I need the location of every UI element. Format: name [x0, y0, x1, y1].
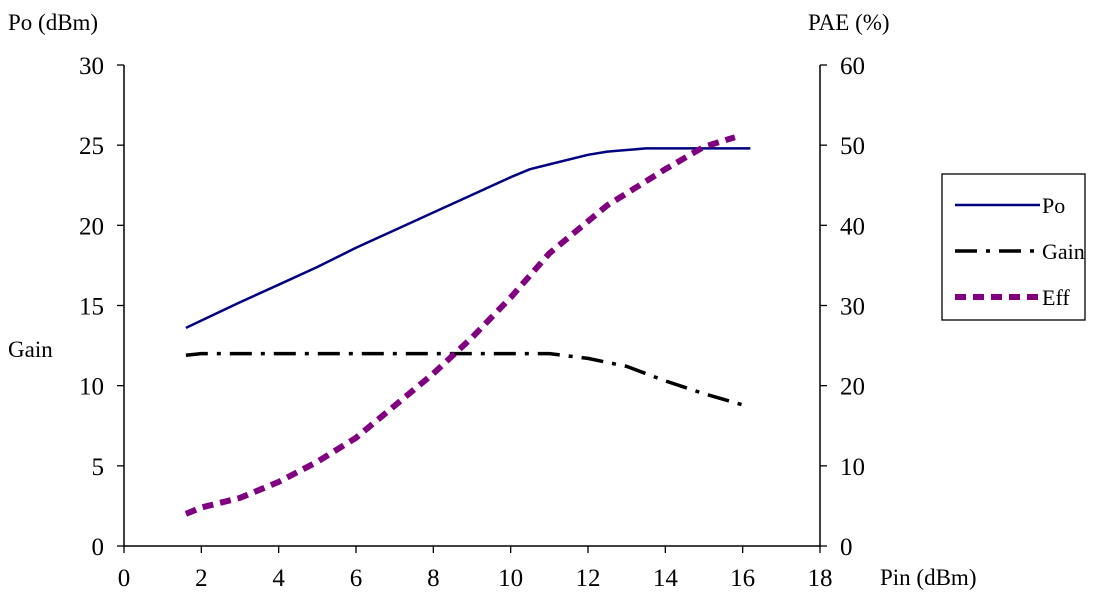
legend-label-gain: Gain [1042, 239, 1085, 264]
x-tick-label: 18 [808, 565, 833, 592]
legend: Po Gain Eff [955, 193, 1085, 310]
x-tick-label: 10 [498, 565, 523, 592]
x-tick-label: 4 [272, 565, 285, 592]
y-left-tick-label: 30 [79, 53, 104, 80]
y-left-tick-label: 5 [92, 454, 105, 481]
x-tick-label: 8 [427, 565, 440, 592]
y-left-tick-label: 15 [79, 294, 104, 321]
series-group [184, 134, 751, 517]
y-left-tick-label: 25 [79, 133, 104, 160]
x-tick-label: 2 [195, 565, 208, 592]
ticks-group: 0 2 4 6 8 10 12 14 16 18 0 5 10 15 20 25 30 0 10 20 30 40 50 60 [79, 53, 865, 592]
y-right-tick-label: 60 [840, 53, 865, 80]
y-right-tick-label: 30 [840, 294, 865, 321]
series-line-eff [184, 134, 736, 517]
series-line-po [185, 147, 751, 330]
x-tick-label: 14 [653, 565, 679, 592]
y-right-tick-label: 0 [840, 534, 853, 561]
series-line-gain [185, 351, 744, 407]
gain-axis-label: Gain [8, 337, 53, 362]
legend-label-po: Po [1042, 193, 1065, 218]
y-left-tick-label: 10 [79, 374, 104, 401]
y-left-tick-label: 20 [79, 213, 104, 240]
x-axis-title: Pin (dBm) [880, 565, 976, 590]
x-tick-label: 12 [576, 565, 601, 592]
y-left-axis-title: Po (dBm) [8, 10, 98, 35]
x-tick-label: 6 [350, 565, 363, 592]
y-left-tick-label: 0 [92, 534, 105, 561]
legend-label-eff: Eff [1042, 285, 1070, 310]
y-right-tick-label: 10 [840, 454, 865, 481]
x-tick-label: 0 [118, 565, 131, 592]
y-right-tick-label: 50 [840, 133, 865, 160]
y-right-tick-label: 20 [840, 374, 865, 401]
x-tick-label: 16 [730, 565, 755, 592]
y-right-axis-title: PAE (%) [808, 10, 890, 35]
y-right-tick-label: 40 [840, 213, 865, 240]
